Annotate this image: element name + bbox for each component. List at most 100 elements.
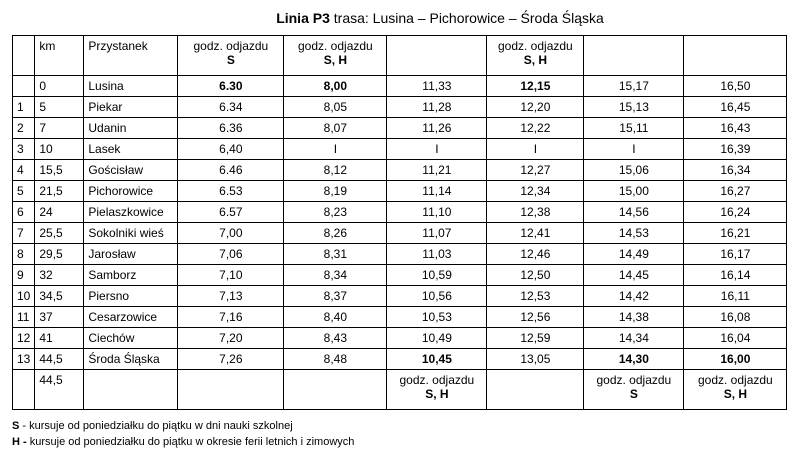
time-cell: 16,08 [683, 306, 788, 328]
time-cell: 16,50 [683, 75, 788, 97]
time-cell: 16,39 [683, 138, 788, 160]
stop-cell: 37 [34, 306, 85, 328]
stop-cell: 5 [11, 180, 36, 202]
header-cell [83, 369, 179, 410]
time-cell: 16,45 [683, 96, 788, 118]
stop-cell: 2 [11, 117, 36, 139]
time-cell: 11,14 [386, 180, 488, 202]
time-cell: 8,12 [283, 159, 388, 181]
stop-cell: Pichorowice [83, 180, 179, 202]
title-rest: trasa: Lusina – Pichorowice – Środa Śląs… [329, 10, 604, 26]
time-cell: 7,00 [177, 222, 285, 244]
header-line: godz. odjazdu [399, 373, 475, 387]
note-key: S [12, 420, 20, 432]
stop-cell: 7 [11, 222, 36, 244]
stop-cell: 21,5 [34, 180, 85, 202]
time-cell: 12,46 [486, 243, 585, 265]
time-cell: 16,34 [683, 159, 788, 181]
time-cell: 16,11 [683, 285, 788, 307]
time-cell: 8,26 [283, 222, 388, 244]
stop-cell: 24 [34, 201, 85, 223]
row: 13 44,5 Środa Śląska 7,26 8,48 10,45 13,05 14,3… [11, 348, 788, 370]
time-cell: 7,20 [177, 327, 285, 349]
stop-cell: Sokolniki wieś [83, 222, 179, 244]
stop-cell: 7 [34, 117, 85, 139]
time-cell: 7,13 [177, 285, 285, 307]
time-cell: 7,26 [177, 348, 285, 370]
row: 4 15,5 Gościsław 6.46 8,12 11,21 12,27 15,06 16,… [11, 159, 788, 181]
time-cell: 12,53 [486, 285, 585, 307]
time-cell: 7,06 [177, 243, 285, 265]
time-cell: I [283, 138, 388, 160]
header-cell [386, 35, 488, 76]
time-cell: 12,15 [486, 75, 585, 97]
stop-cell: 0 [34, 75, 85, 97]
time-cell: 16,43 [683, 117, 788, 139]
time-cell: 12,22 [486, 117, 585, 139]
stop-cell: 8 [11, 243, 36, 265]
header-cell [486, 369, 585, 410]
time-cell: 6.53 [177, 180, 285, 202]
header-cell: Przystanek [83, 35, 179, 76]
stop-cell: Pielaszkowice [83, 201, 179, 223]
row: 9 32 Samborz 7,10 8,34 10,59 12,50 14,45 16,14 [11, 264, 788, 286]
time-cell: 14,56 [583, 201, 685, 223]
header-cell [683, 35, 788, 76]
title-bold: Linia P3 [276, 10, 330, 26]
notes: S - kursuje od poniedziałku do piątku w … [12, 418, 354, 450]
time-cell: 10,49 [386, 327, 488, 349]
time-cell: 6.36 [177, 117, 285, 139]
time-cell: 16,21 [683, 222, 788, 244]
time-cell: 14,30 [583, 348, 685, 370]
stop-cell: 34,5 [34, 285, 85, 307]
time-cell: 11,28 [386, 96, 488, 118]
stop-cell: Samborz [83, 264, 179, 286]
time-cell: 15,06 [583, 159, 685, 181]
time-cell: 7,16 [177, 306, 285, 328]
time-cell: 12,20 [486, 96, 585, 118]
note-text: - kursuje od poniedziałku do piątku w dn… [19, 420, 293, 432]
time-cell: 14,34 [583, 327, 685, 349]
stop-cell: 3 [11, 138, 36, 160]
header-cell [11, 35, 36, 76]
time-cell: 16,17 [683, 243, 788, 265]
row: 8 29,5 Jarosław 7,06 8,31 11,03 12,46 14,49 16,1… [11, 243, 788, 265]
header-cell: km [34, 35, 85, 76]
note: S - kursuje od poniedziałku do piątku w … [12, 418, 354, 434]
row: 7 25,5 Sokolniki wieś 7,00 8,26 11,07 12,41 14,… [11, 222, 788, 244]
header-cell: godz. odjazdu S, H [486, 35, 585, 76]
header-cell: godz. odjazdu S, H [386, 369, 488, 410]
stop-cell: Piekar [83, 96, 179, 118]
header-cell [177, 369, 285, 410]
note: H - kursuje od poniedziałku do piątku w … [12, 434, 354, 450]
header-line: godz. odjazdu [697, 373, 773, 387]
row: 3 10 Lasek 6,40 I I I I 16,39 [11, 138, 788, 160]
header-mark: S, H [323, 53, 348, 67]
header-cell [583, 35, 685, 76]
time-cell: 12,38 [486, 201, 585, 223]
time-cell: 8,40 [283, 306, 388, 328]
stop-cell: 25,5 [34, 222, 85, 244]
stop-cell: Piersno [83, 285, 179, 307]
time-cell: 8,05 [283, 96, 388, 118]
header-cell: 44,5 [34, 369, 85, 410]
header-cell [11, 369, 36, 410]
header-cell: godz. odjazdu S, H [283, 35, 388, 76]
stop-cell: 41 [34, 327, 85, 349]
time-cell: 14,38 [583, 306, 685, 328]
time-cell: 8,48 [283, 348, 388, 370]
time-cell: 12,41 [486, 222, 585, 244]
row: 6 24 Pielaszkowice 6.57 8,23 11,10 12,38 14,56 1… [11, 201, 788, 223]
stop-cell: Cesarzowice [83, 306, 179, 328]
time-cell: 8,34 [283, 264, 388, 286]
stop-cell: 5 [34, 96, 85, 118]
stop-cell: 4 [11, 159, 36, 181]
note-key: H - [12, 436, 27, 448]
stop-cell: 11 [11, 306, 36, 328]
time-cell: 15,17 [583, 75, 685, 97]
stop-cell: Lusina [83, 75, 179, 97]
stop-cell: Środa Śląska [83, 348, 179, 370]
